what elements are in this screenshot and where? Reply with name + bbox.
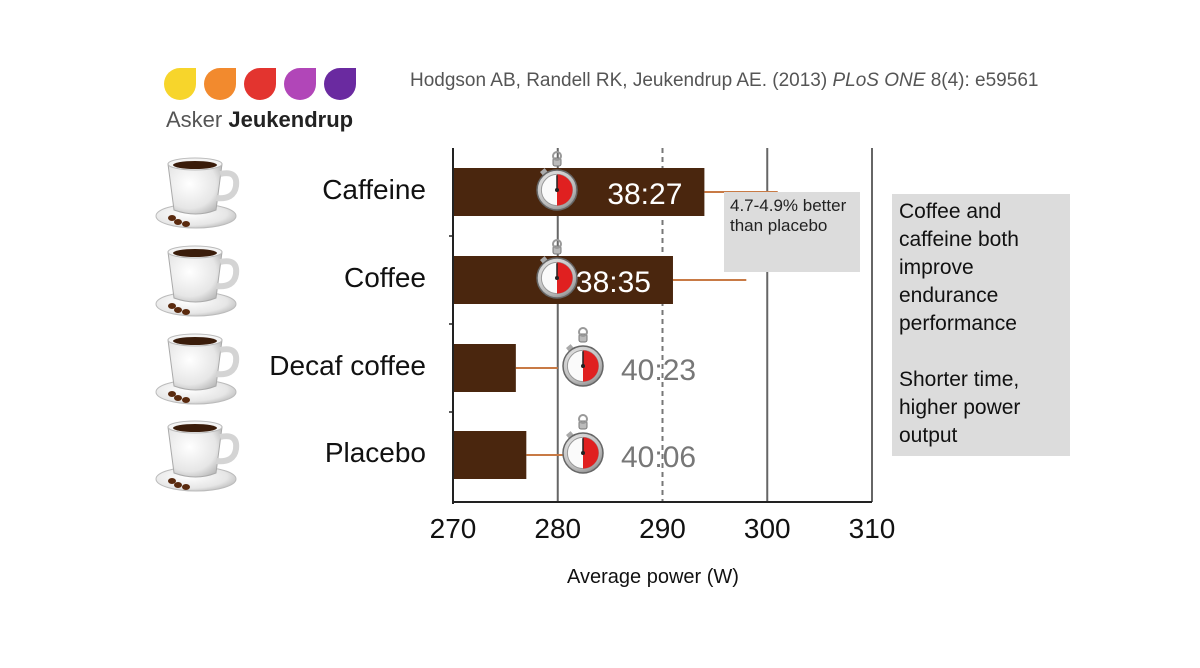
stopwatch-icon bbox=[562, 327, 604, 387]
category-label: Coffee bbox=[344, 262, 426, 293]
coffee-cup-icon bbox=[155, 333, 240, 405]
x-tick-label: 280 bbox=[534, 513, 581, 544]
x-tick-label: 300 bbox=[744, 513, 791, 544]
improvement-note: 4.7-4.9% better than placebo bbox=[724, 192, 860, 272]
coffee-cup-icon bbox=[155, 157, 240, 229]
x-tick-label: 270 bbox=[430, 513, 477, 544]
logo-drop-3 bbox=[244, 68, 276, 100]
logo-last: Jeukendrup bbox=[228, 107, 354, 132]
logo-first: Asker bbox=[166, 107, 223, 132]
time-label: 40:06 bbox=[621, 441, 696, 474]
logo-drop-1 bbox=[164, 68, 196, 100]
citation: Hodgson AB, Randell RK, Jeukendrup AE. (… bbox=[410, 70, 1038, 92]
coffee-cup-icon bbox=[155, 420, 240, 492]
citation-authors: Hodgson AB, Randell RK, Jeukendrup AE. (… bbox=[410, 70, 833, 91]
category-label: Caffeine bbox=[322, 174, 426, 205]
logo-drop-2 bbox=[204, 68, 236, 100]
x-tick-label: 310 bbox=[849, 513, 896, 544]
citation-journal: PLoS ONE bbox=[832, 70, 926, 91]
time-label: 38:35 bbox=[576, 266, 651, 299]
logo-text: Asker Jeukendrup bbox=[166, 107, 353, 133]
bar bbox=[454, 168, 705, 216]
category-label: Decaf coffee bbox=[269, 350, 426, 381]
coffee-cup-icon bbox=[155, 245, 240, 317]
time-label: 40:23 bbox=[621, 354, 696, 387]
stopwatch-icon bbox=[562, 414, 604, 474]
summary-box: Coffee and caffeine both improve enduran… bbox=[892, 194, 1070, 456]
x-tick-label: 290 bbox=[639, 513, 686, 544]
stopwatch-icon bbox=[536, 151, 578, 211]
summary-line-1: Coffee and caffeine both improve enduran… bbox=[899, 200, 1019, 335]
citation-rest: 8(4): e59561 bbox=[925, 70, 1039, 91]
logo bbox=[164, 68, 356, 100]
x-axis-label: Average power (W) bbox=[567, 566, 739, 588]
category-label: Placebo bbox=[324, 437, 426, 468]
stopwatch-icon bbox=[536, 239, 578, 299]
bar bbox=[454, 431, 527, 479]
bar bbox=[454, 344, 516, 392]
logo-drop-5 bbox=[324, 68, 356, 100]
logo-drop-4 bbox=[284, 68, 316, 100]
time-label: 38:27 bbox=[607, 178, 682, 211]
summary-line-2: Shorter time, higher power output bbox=[899, 368, 1021, 447]
